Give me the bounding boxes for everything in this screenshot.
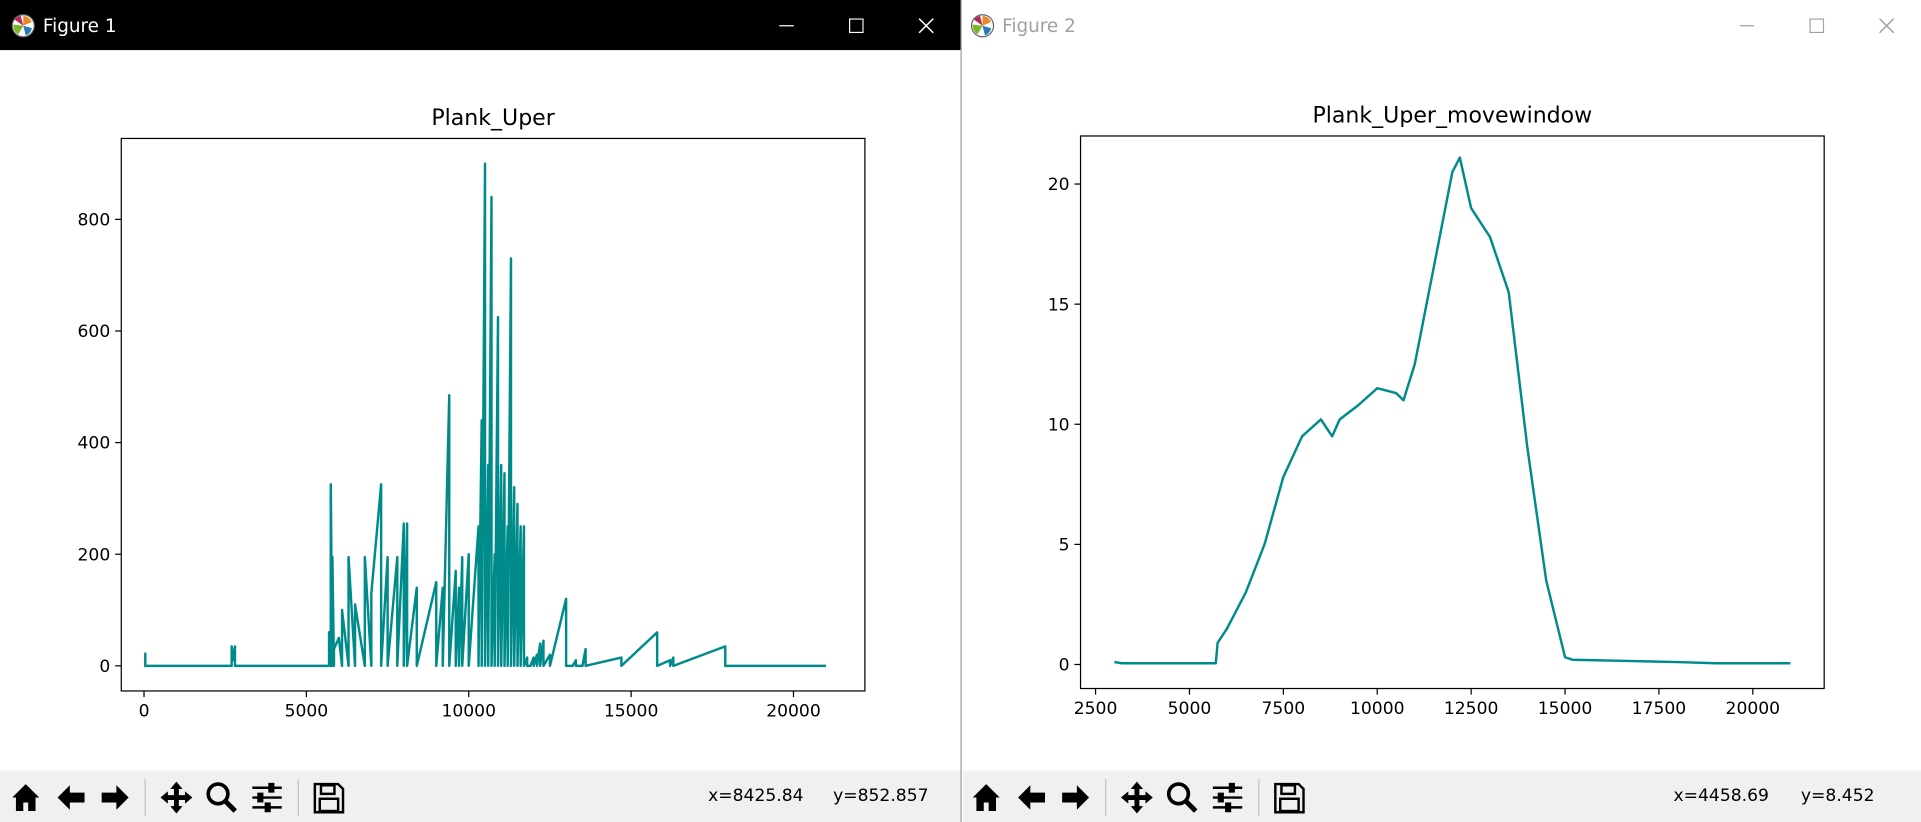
cursor-x-readout: x=8425.84 bbox=[708, 786, 804, 807]
navigation-toolbar: x=8425.84 y=852.857 bbox=[0, 770, 961, 822]
minimize-button[interactable] bbox=[751, 0, 821, 50]
matplotlib-icon bbox=[11, 13, 35, 37]
plot-area[interactable]: Plank_Uper 0 5000 10000 15000 20000 0 200 400 600… bbox=[0, 50, 961, 771]
maximize-icon bbox=[848, 17, 864, 33]
toolbar-separator bbox=[1105, 779, 1107, 816]
x-tick-label: 20000 bbox=[766, 702, 821, 722]
title-bar[interactable]: Figure 2 bbox=[962, 0, 1921, 51]
toolbar-separator bbox=[1258, 779, 1260, 816]
x-tick-label: 12500 bbox=[1444, 699, 1499, 719]
forward-arrow-icon bbox=[1062, 785, 1090, 810]
zoom-button[interactable] bbox=[202, 778, 241, 817]
x-tick-label: 5000 bbox=[285, 702, 329, 722]
window-title: Figure 1 bbox=[42, 14, 117, 37]
pan-icon bbox=[160, 781, 193, 814]
title-bar[interactable]: Figure 1 bbox=[0, 0, 961, 51]
close-button[interactable] bbox=[891, 0, 961, 50]
x-tick-label: 0 bbox=[139, 702, 150, 722]
chart-title: Plank_Uper bbox=[431, 106, 555, 131]
back-arrow-icon bbox=[57, 785, 85, 810]
x-tick-label: 7500 bbox=[1262, 699, 1306, 719]
x-tick-label: 2500 bbox=[1074, 699, 1118, 719]
x-tick-label: 17500 bbox=[1632, 699, 1687, 719]
axes-frame bbox=[1079, 135, 1825, 690]
home-icon bbox=[12, 784, 40, 812]
maximize-icon bbox=[1808, 17, 1824, 33]
forward-button[interactable] bbox=[96, 778, 135, 817]
series-line bbox=[144, 162, 826, 668]
close-button[interactable] bbox=[1851, 0, 1921, 50]
maximize-button[interactable] bbox=[1781, 0, 1851, 50]
zoom-icon bbox=[1166, 782, 1198, 813]
y-tick-label: 200 bbox=[78, 545, 111, 565]
x-tick-label: 15000 bbox=[604, 702, 659, 722]
series-line bbox=[1114, 156, 1791, 665]
x-tick-label: 10000 bbox=[441, 702, 496, 722]
navigation-toolbar: x=4458.69 y=8.452 bbox=[962, 770, 1921, 822]
close-icon bbox=[1878, 17, 1894, 33]
y-tick-label: 0 bbox=[1059, 656, 1070, 676]
maximize-button[interactable] bbox=[821, 0, 891, 50]
configure-subplots-button[interactable] bbox=[1208, 778, 1247, 817]
figure-2-window: Figure 2 Plank_Uper_movewindow 2500 5000 75… bbox=[962, 0, 1921, 822]
x-tick-label: 10000 bbox=[1350, 699, 1405, 719]
minimize-button[interactable] bbox=[1711, 0, 1781, 50]
back-button[interactable] bbox=[51, 778, 90, 817]
chart-plank-uper-movewindow: Plank_Uper_movewindow 2500 5000 7500 10000 12… bbox=[1048, 104, 1825, 719]
y-tick-label: 800 bbox=[78, 210, 111, 230]
home-button[interactable] bbox=[6, 778, 45, 817]
configure-subplots-icon bbox=[252, 782, 282, 813]
axes-frame bbox=[120, 137, 866, 692]
save-icon bbox=[1274, 782, 1305, 814]
close-icon bbox=[918, 17, 933, 33]
y-tick-label: 5 bbox=[1059, 535, 1070, 555]
home-icon bbox=[972, 784, 1000, 812]
save-icon bbox=[313, 782, 345, 814]
x-tick-label: 5000 bbox=[1168, 699, 1212, 719]
y-tick-label: 0 bbox=[99, 657, 110, 677]
cursor-x-readout: x=4458.69 bbox=[1673, 786, 1769, 807]
save-button[interactable] bbox=[309, 778, 348, 817]
home-button[interactable] bbox=[967, 778, 1006, 817]
cursor-y-readout: y=852.857 bbox=[833, 786, 929, 807]
y-tick-label: 20 bbox=[1048, 175, 1070, 195]
back-button[interactable] bbox=[1012, 778, 1051, 817]
chart-title: Plank_Uper_movewindow bbox=[1313, 104, 1593, 129]
figure-1-window: Figure 1 Plank_Uper 0 5000 10000 15000 20000 0… bbox=[0, 0, 962, 822]
y-tick-label: 400 bbox=[78, 434, 111, 454]
zoom-icon bbox=[206, 782, 237, 813]
x-tick-label: 15000 bbox=[1538, 699, 1593, 719]
configure-subplots-icon bbox=[1212, 782, 1243, 813]
back-arrow-icon bbox=[1018, 785, 1046, 810]
forward-button[interactable] bbox=[1056, 778, 1095, 817]
chart-plank-uper: Plank_Uper 0 5000 10000 15000 20000 0 200 400 600… bbox=[78, 106, 866, 722]
cursor-y-readout: y=8.452 bbox=[1800, 786, 1875, 807]
save-button[interactable] bbox=[1269, 778, 1308, 817]
y-tick-label: 10 bbox=[1048, 415, 1070, 435]
zoom-button[interactable] bbox=[1163, 778, 1202, 817]
configure-subplots-button[interactable] bbox=[247, 778, 286, 817]
pan-icon bbox=[1120, 781, 1153, 814]
pan-button[interactable] bbox=[1117, 778, 1156, 817]
matplotlib-icon bbox=[970, 13, 995, 37]
window-title: Figure 2 bbox=[1002, 14, 1076, 37]
plot-area[interactable]: Plank_Uper_movewindow 2500 5000 7500 10000 12… bbox=[962, 50, 1921, 771]
minimize-icon bbox=[1739, 24, 1754, 26]
toolbar-separator bbox=[297, 779, 299, 816]
toolbar-separator bbox=[144, 779, 146, 816]
y-tick-label: 15 bbox=[1048, 295, 1070, 315]
forward-arrow-icon bbox=[101, 785, 129, 810]
pan-button[interactable] bbox=[157, 778, 196, 817]
y-tick-label: 600 bbox=[78, 322, 111, 342]
x-tick-label: 20000 bbox=[1726, 699, 1781, 719]
minimize-icon bbox=[778, 24, 794, 26]
